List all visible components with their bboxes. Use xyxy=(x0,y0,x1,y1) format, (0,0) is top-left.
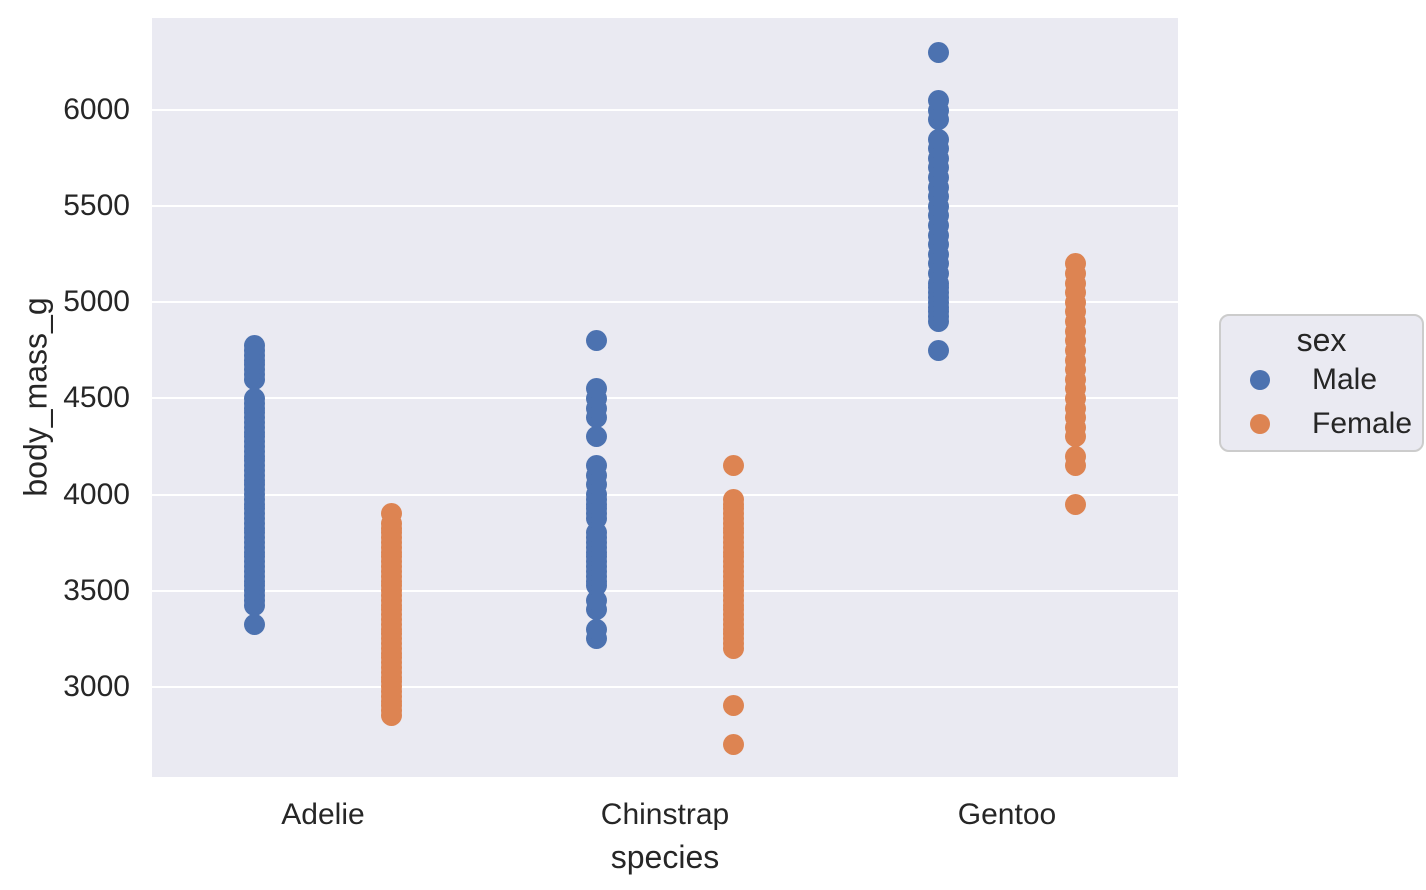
legend-marker-male-icon xyxy=(1250,370,1270,390)
point-gentoo-male xyxy=(928,90,950,112)
legend-entries: Male Female xyxy=(1221,358,1422,446)
point-chinstrap-male xyxy=(586,618,608,640)
x-axis-label: species xyxy=(610,839,720,875)
gridline-5000 xyxy=(152,301,1178,304)
gridline-6000 xyxy=(152,109,1178,112)
y-tick-5000: 5000 xyxy=(63,285,130,319)
y-axis-label: body_mass_g xyxy=(17,297,54,497)
legend-entry-female: Female xyxy=(1221,402,1422,446)
legend-label-female: Female xyxy=(1312,407,1413,440)
y-tick-4000: 4000 xyxy=(63,477,130,511)
point-chinstrap-female xyxy=(722,733,744,755)
point-gentoo-female xyxy=(1064,253,1086,275)
gridline-4000 xyxy=(152,493,1178,496)
point-chinstrap-male xyxy=(586,455,608,477)
point-chinstrap-male xyxy=(586,378,608,400)
point-gentoo-male xyxy=(928,42,950,64)
gridline-4500 xyxy=(152,397,1178,400)
point-gentoo-male xyxy=(928,339,950,361)
x-tick-chinstrap: Chinstrap xyxy=(600,798,730,831)
point-chinstrap-female xyxy=(722,695,744,717)
gridline-3000 xyxy=(152,685,1178,688)
legend: sex Male Female xyxy=(1219,314,1424,452)
y-tick-5500: 5500 xyxy=(63,189,130,223)
legend-title: sex xyxy=(1296,322,1347,358)
plot-area xyxy=(152,18,1178,777)
point-adelie-male xyxy=(244,335,266,357)
point-gentoo-female xyxy=(1064,493,1086,515)
y-tick-4500: 4500 xyxy=(63,381,130,415)
x-tick-gentoo: Gentoo xyxy=(957,798,1057,831)
point-adelie-male xyxy=(244,613,266,635)
legend-label-male: Male xyxy=(1312,363,1378,396)
point-chinstrap-male xyxy=(586,330,608,352)
point-gentoo-male xyxy=(928,128,950,150)
x-tick-adelie: Adelie xyxy=(281,798,365,831)
point-gentoo-female xyxy=(1064,445,1086,467)
gridline-5500 xyxy=(152,205,1178,208)
y-tick-6000: 6000 xyxy=(63,93,130,127)
y-tick-3500: 3500 xyxy=(63,573,130,607)
legend-marker-female-icon xyxy=(1250,414,1270,434)
point-chinstrap-female xyxy=(722,455,744,477)
point-chinstrap-male xyxy=(586,426,608,448)
point-adelie-male xyxy=(244,387,266,409)
point-adelie-female xyxy=(380,503,402,525)
y-tick-3000: 3000 xyxy=(63,669,130,703)
point-chinstrap-female xyxy=(722,488,744,510)
gridline-3500 xyxy=(152,589,1178,592)
legend-entry-male: Male xyxy=(1221,358,1422,402)
